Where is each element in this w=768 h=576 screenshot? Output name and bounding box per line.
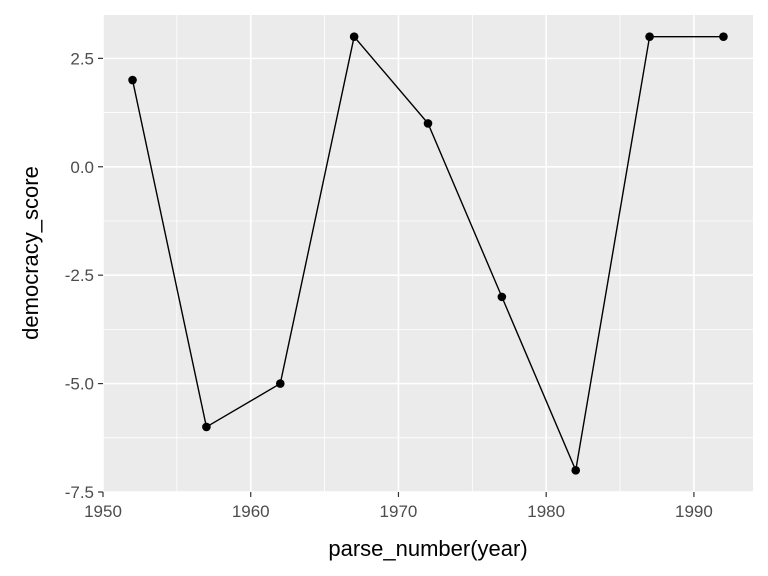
x-axis-title: parse_number(year) <box>328 536 527 561</box>
data-point <box>423 119 433 128</box>
data-point <box>571 466 581 475</box>
y-axis: -7.5 -5.0 -2.5 0.0 2.5 <box>65 49 103 502</box>
data-point <box>349 32 359 41</box>
x-axis: 1950 1960 1970 1980 1990 <box>84 492 713 521</box>
y-tick-label: 2.5 <box>70 49 94 68</box>
major-gridlines <box>102 15 753 493</box>
y-tick-label: -7.5 <box>65 483 94 502</box>
x-tick-label: 1960 <box>232 502 270 521</box>
data-point <box>128 75 137 85</box>
data-point <box>202 422 211 432</box>
y-tick-label: -2.5 <box>65 266 94 285</box>
data-point <box>719 32 728 41</box>
data-series <box>128 32 728 475</box>
y-tick-label: 0.0 <box>70 158 94 177</box>
data-point <box>497 292 507 302</box>
minor-gridlines <box>103 15 753 492</box>
y-axis-title: democracy_score <box>18 166 43 340</box>
y-tick-label: -5.0 <box>65 375 94 394</box>
x-tick-label: 1990 <box>675 502 713 521</box>
x-tick-label: 1970 <box>380 502 418 521</box>
x-tick-label: 1950 <box>84 502 122 521</box>
plot-panel <box>103 15 753 492</box>
x-tick-label: 1980 <box>527 502 565 521</box>
data-point <box>645 32 654 41</box>
data-point <box>275 379 285 388</box>
